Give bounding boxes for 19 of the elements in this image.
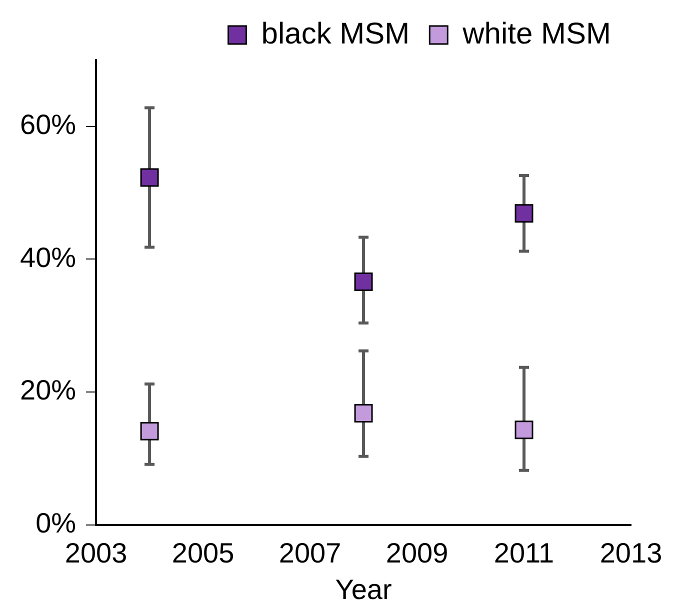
point: [514, 420, 534, 440]
x-axis-title: Year: [335, 574, 392, 605]
point: [140, 168, 159, 187]
x-tick-label: 2005: [172, 537, 234, 568]
y-tick-label: 20%: [20, 374, 76, 406]
point: [354, 272, 373, 292]
x-tick-label: 2007: [278, 537, 342, 568]
point: [514, 204, 534, 223]
point: [354, 404, 373, 422]
point: [140, 422, 159, 440]
y-tick-label: 60%: [20, 109, 76, 140]
legend-label: black MSM: [261, 17, 410, 50]
legend-label: white MSM: [462, 17, 611, 50]
x-tick-label: 2003: [64, 537, 128, 568]
y-tick-label: 0%: [36, 508, 76, 539]
x-tick-label: 2009: [386, 537, 448, 568]
y-tick-label: 40%: [20, 242, 76, 273]
x-tick-label: 2013: [600, 537, 662, 568]
x-tick-label: 2011: [494, 537, 554, 568]
